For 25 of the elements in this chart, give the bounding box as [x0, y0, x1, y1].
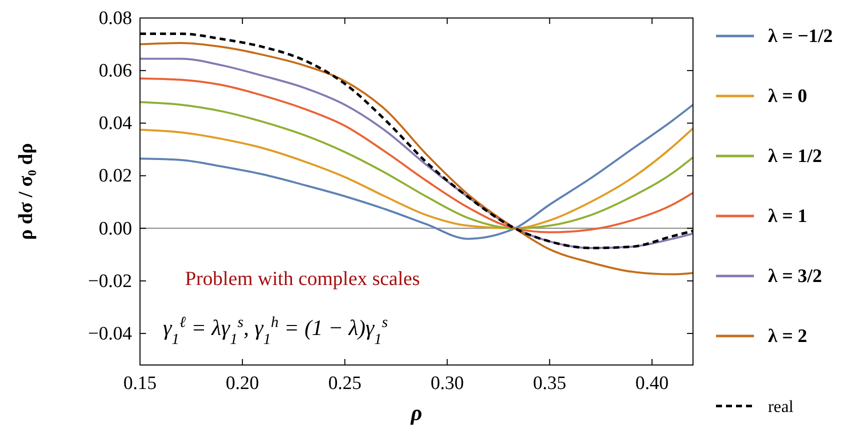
legend-label: λ = 1	[768, 206, 808, 227]
x-tick-label: 0.30	[430, 373, 464, 394]
annotation: Problem with complex scales	[185, 268, 420, 290]
legend-label: real	[768, 397, 794, 416]
legend-label: λ = 2	[768, 326, 808, 347]
y-tick-label: 0.08	[98, 8, 132, 29]
x-tick-label: 0.35	[533, 373, 566, 394]
x-tick-label: 0.20	[226, 373, 260, 394]
y-tick-label: 0.06	[98, 60, 132, 82]
y-tick-label: 0.02	[98, 166, 132, 187]
y-tick-label: −0.02	[88, 270, 132, 292]
legend-label: λ = 0	[768, 86, 808, 107]
y-tick-label: 0.04	[98, 113, 132, 134]
y-axis-title: ρ dσ / σ₀ dρ	[15, 143, 37, 240]
y-tick-label: −0.04	[88, 323, 132, 344]
x-tick-label: 0.40	[635, 373, 669, 394]
legend-label: λ = −1/2	[768, 26, 833, 47]
legend-label: λ = 1/2	[768, 146, 822, 167]
line-series	[140, 127, 693, 230]
x-axis-title: ρ	[410, 400, 422, 425]
legend-label: λ = 3/2	[768, 266, 822, 287]
y-tick-label: 0.00	[98, 218, 132, 240]
x-tick-label: 0.15	[123, 373, 157, 394]
line-series	[140, 77, 693, 234]
x-tick-label: 0.25	[328, 373, 362, 394]
